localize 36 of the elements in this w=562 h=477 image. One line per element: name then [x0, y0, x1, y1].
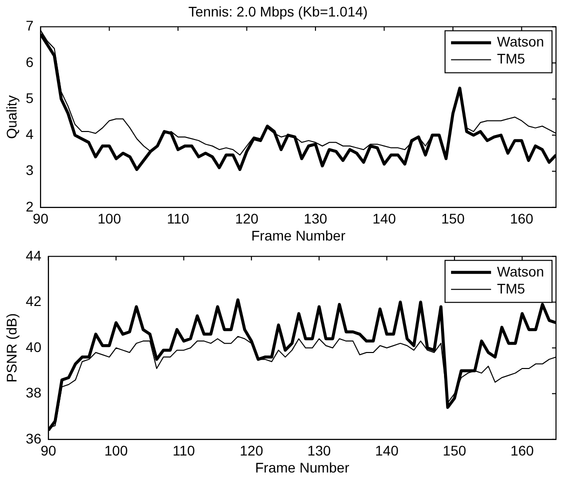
- y-tick-label: 6: [26, 54, 34, 70]
- x-tick-label: 130: [307, 442, 331, 459]
- chart-title: Tennis: 2.0 Mbps (Kb=1.014): [188, 3, 368, 20]
- x-axis-title: Frame Number: [255, 459, 350, 476]
- x-axis-title: Frame Number: [251, 227, 346, 244]
- x-tick-label: 150: [441, 210, 465, 227]
- x-tick-label: 110: [172, 442, 196, 459]
- legend-label: TM5: [497, 50, 526, 67]
- x-tick-label: 120: [235, 210, 259, 227]
- x-tick-label: 110: [166, 210, 190, 227]
- x-tick-label: 160: [510, 442, 534, 459]
- x-tick-label: 140: [372, 210, 396, 227]
- legend-label: Watson: [497, 263, 544, 280]
- y-axis-title: Quality: [3, 95, 20, 139]
- x-tick-label: 120: [240, 442, 264, 459]
- x-tick-label: 160: [510, 210, 534, 227]
- legend-label: Watson: [497, 34, 544, 50]
- y-tick-label: 7: [26, 18, 34, 34]
- y-tick-label: 42: [26, 293, 42, 310]
- x-tick-label: 100: [98, 210, 122, 227]
- y-axis-title: PSNR (dB): [3, 313, 20, 383]
- y-tick-label: 40: [26, 338, 42, 355]
- legend-label: TM5: [497, 280, 526, 296]
- y-tick-label: 4: [26, 126, 34, 142]
- x-tick-label: 90: [40, 442, 56, 459]
- x-tick-label: 140: [375, 442, 399, 459]
- y-tick-label: 38: [26, 384, 42, 401]
- x-tick-label: 100: [104, 442, 128, 459]
- y-tick-label: 5: [26, 90, 34, 106]
- x-tick-label: 150: [442, 442, 466, 459]
- x-tick-label: 130: [304, 210, 328, 227]
- x-tick-label: 90: [32, 210, 49, 227]
- y-tick-label: 36: [26, 430, 42, 446]
- y-tick-label: 2: [26, 198, 34, 214]
- y-tick-label: 44: [26, 247, 42, 264]
- y-tick-label: 3: [26, 162, 34, 178]
